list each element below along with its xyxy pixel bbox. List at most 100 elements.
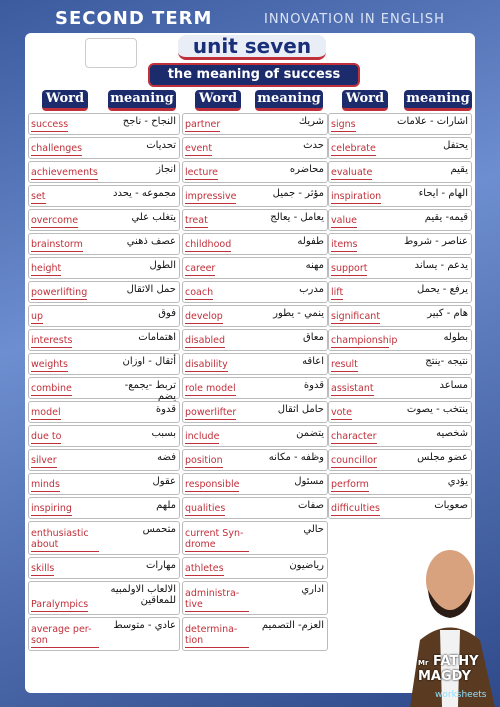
meaning: بطوله [443, 332, 468, 343]
word: championship [331, 335, 398, 348]
meaning: مجموعه - يحدد [113, 188, 176, 199]
word: assistant [331, 383, 374, 396]
vocab-row: disabled معاق [182, 329, 328, 351]
meaning: عصف ذهني [126, 236, 176, 247]
subtitle: the meaning of success [148, 63, 360, 87]
vocab-row: develop ينمي - يطور [182, 305, 328, 327]
word: childhood [185, 239, 232, 252]
meaning: العزم- التصميم [261, 620, 324, 631]
vocab-row: assistant مساعد [328, 377, 472, 399]
word: disability [185, 359, 228, 372]
word: skills [31, 563, 55, 576]
word: councillor [331, 455, 377, 468]
vocab-row: challenges تحديات [28, 137, 180, 159]
meaning: اعاقه [302, 356, 324, 367]
meaning: يعامل - يعالج [270, 212, 324, 223]
word-header: Word [42, 90, 88, 111]
vocab-row: overcome يتغلب علي [28, 209, 180, 231]
vocab-row: lift يرفع - يحمل [328, 281, 472, 303]
meaning: ملهم [156, 500, 176, 511]
word: partner [185, 119, 221, 132]
vocab-row: event حدث [182, 137, 328, 159]
vocab-row: administra-tive اداري [182, 581, 328, 615]
meaning: هام - كبير [427, 308, 468, 319]
meaning: يتغلب علي [131, 212, 176, 223]
meaning: مؤثر - جميل [272, 188, 324, 199]
meaning: تربط -يجمع- يضم [124, 380, 176, 402]
word: average per-son [31, 624, 99, 648]
word: celebrate [331, 143, 376, 156]
vocab-row: councillor عضو مجلس [328, 449, 472, 471]
word: inspiration [331, 191, 382, 204]
vocab-row: impressive مؤثر - جميل [182, 185, 328, 207]
vocab-row: signs اشارات - علامات [328, 113, 472, 135]
word: lift [331, 287, 344, 300]
vocab-row: position وظفه - مكانه [182, 449, 328, 471]
meaning: يدعم - يساند [414, 260, 468, 271]
vocab-row: value قيمه- يقيم [328, 209, 472, 231]
word: inspiring [31, 503, 72, 516]
vocab-row: weights أثقال - اوزان [28, 353, 180, 375]
word: brainstorm [31, 239, 83, 252]
word: role model [185, 383, 236, 396]
word: Paralympics [31, 599, 89, 612]
word: set [31, 191, 46, 204]
word: weights [31, 359, 68, 372]
word: determina-tion [185, 624, 249, 648]
author-tag: worksheets [435, 690, 487, 700]
word: powerlifting [31, 287, 88, 300]
word: lecture [185, 167, 218, 180]
word-header: Word [195, 90, 241, 111]
word: character [331, 431, 377, 444]
word: athletes [185, 563, 224, 576]
meaning: يحتفل [443, 140, 468, 151]
vocab-row: brainstorm عصف ذهني [28, 233, 180, 255]
word: develop [185, 311, 223, 324]
meaning: الطول [149, 260, 176, 271]
term-title: SECOND TERM [55, 8, 213, 29]
vocab-row: significant هام - كبير [328, 305, 472, 327]
word: interests [31, 335, 73, 348]
meaning: مساعد [439, 380, 468, 391]
vocab-row: height الطول [28, 257, 180, 279]
meaning: يتضمن [296, 428, 324, 439]
vocab-row: skills مهارات [28, 557, 180, 579]
meaning: متحمس [142, 524, 176, 535]
vocab-row: silver فضه [28, 449, 180, 471]
blank-box [85, 38, 137, 68]
vocab-row: vote ينتخب - يصوت [328, 401, 472, 423]
meaning: مهنه [305, 260, 324, 271]
top-bar: SECOND TERM INNOVATION IN ENGLISH [0, 0, 500, 34]
word: event [185, 143, 213, 156]
meaning: رياضيون [289, 560, 324, 571]
word: coach [185, 287, 214, 300]
meaning: يؤدي [447, 476, 468, 487]
word: perform [331, 479, 369, 492]
meaning: نتيجه -ينتج [425, 356, 468, 367]
vocab-row: difficulties صعوبات [328, 497, 472, 519]
vocab-row: partner شريك [182, 113, 328, 135]
meaning-header: meaning [404, 90, 472, 111]
vocab-row: average per-son عادي - متوسط [28, 617, 180, 651]
vocab-row: inspiration الهام - ايحاء [328, 185, 472, 207]
word: responsible [185, 479, 240, 492]
vocab-row: minds عقول [28, 473, 180, 495]
vocab-row: interests اهتمامات [28, 329, 180, 351]
meaning: عضو مجلس [417, 452, 468, 463]
word: evaluate [331, 167, 373, 180]
word: qualities [185, 503, 226, 516]
meaning: أثقال - اوزان [122, 356, 176, 367]
vocab-row: powerlifter حامل اثقال [182, 401, 328, 423]
vocab-row: set مجموعه - يحدد [28, 185, 180, 207]
vocab-row: Paralympics الالعاب الاولمبيه للمعاقين [28, 581, 180, 615]
word: combine [31, 383, 72, 396]
word: success [31, 119, 69, 132]
meaning: عقول [152, 476, 176, 487]
meaning: وظفه - مكانه [268, 452, 324, 463]
vocab-row: childhood طفوله [182, 233, 328, 255]
word: enthusiastic about [31, 528, 99, 552]
word: position [185, 455, 223, 468]
word: achievements [31, 167, 98, 180]
vocab-row: support يدعم - يساند [328, 257, 472, 279]
meaning: شريك [298, 116, 324, 127]
